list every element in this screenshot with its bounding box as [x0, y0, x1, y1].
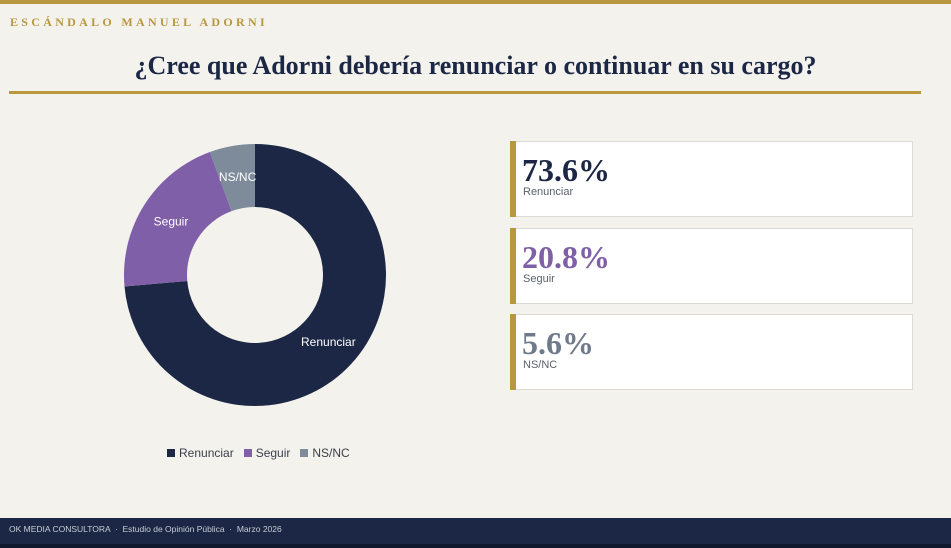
legend-item-renunciar: Renunciar — [167, 446, 234, 460]
card-label-nsnc: NS/NC — [523, 359, 558, 371]
legend-label-nsnc: NS/NC — [312, 446, 350, 460]
donut-slice-renunciar — [124, 144, 386, 406]
legend-item-seguir: Seguir — [243, 446, 291, 460]
footer-bar: OK MEDIA CONSULTORA · Estudio de Opinión… — [0, 518, 951, 548]
donut-chart: Renunciar Seguir NS/NC — [124, 144, 386, 406]
stat-card-nsnc: 5.6% NS/NC — [510, 314, 913, 390]
donut-label-seguir: Seguir — [154, 215, 189, 229]
page-title: ¿Cree que Adorni debería renunciar o con… — [134, 51, 817, 80]
card-value-renunciar: 73.6% — [522, 152, 610, 188]
legend-label-renunciar: Renunciar — [179, 446, 234, 460]
chart-legend: Renunciar Seguir NS/NC — [167, 446, 350, 460]
card-value-nsnc: 5.6% — [522, 325, 594, 361]
donut-slice-nsnc — [209, 144, 255, 212]
legend-item-nsnc: NS/NC — [300, 446, 350, 460]
card-label-renunciar: Renunciar — [523, 186, 574, 198]
footer-text: OK MEDIA CONSULTORA · Estudio de Opinión… — [9, 524, 282, 534]
card-label-seguir: Seguir — [523, 273, 555, 285]
card-accent-bar — [510, 314, 516, 390]
top-accent-rule — [0, 0, 951, 4]
legend-swatch-renunciar — [167, 449, 175, 457]
donut-label-renunciar: Renunciar — [301, 335, 356, 349]
donut-label-nsnc: NS/NC — [219, 170, 257, 184]
section-eyebrow: ESCÁNDALO MANUEL ADORNI — [10, 15, 268, 29]
card-accent-bar — [510, 228, 516, 304]
title-divider — [9, 91, 921, 94]
legend-label-seguir: Seguir — [255, 446, 291, 460]
donut-slice-seguir — [124, 152, 232, 287]
legend-swatch-seguir — [243, 449, 252, 457]
legend-swatch-nsnc — [300, 449, 309, 457]
card-accent-bar — [510, 141, 516, 217]
stat-card-seguir: 20.8% Seguir — [510, 228, 913, 304]
stat-card-renunciar: 73.6% Renunciar — [510, 141, 913, 217]
card-value-seguir: 20.8% — [522, 239, 610, 275]
